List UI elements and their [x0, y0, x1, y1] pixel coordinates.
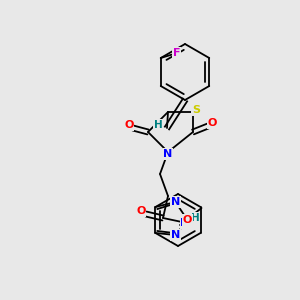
- Text: F: F: [173, 48, 181, 58]
- Text: O: O: [136, 206, 146, 216]
- Text: O: O: [207, 118, 217, 128]
- Text: O: O: [183, 215, 192, 225]
- Text: S: S: [192, 105, 200, 115]
- Text: N: N: [164, 149, 172, 159]
- Text: H: H: [154, 120, 162, 130]
- Text: N: N: [180, 218, 190, 228]
- Text: N: N: [171, 230, 180, 240]
- Text: N: N: [171, 197, 180, 207]
- Text: H: H: [190, 213, 200, 223]
- Text: O: O: [124, 120, 134, 130]
